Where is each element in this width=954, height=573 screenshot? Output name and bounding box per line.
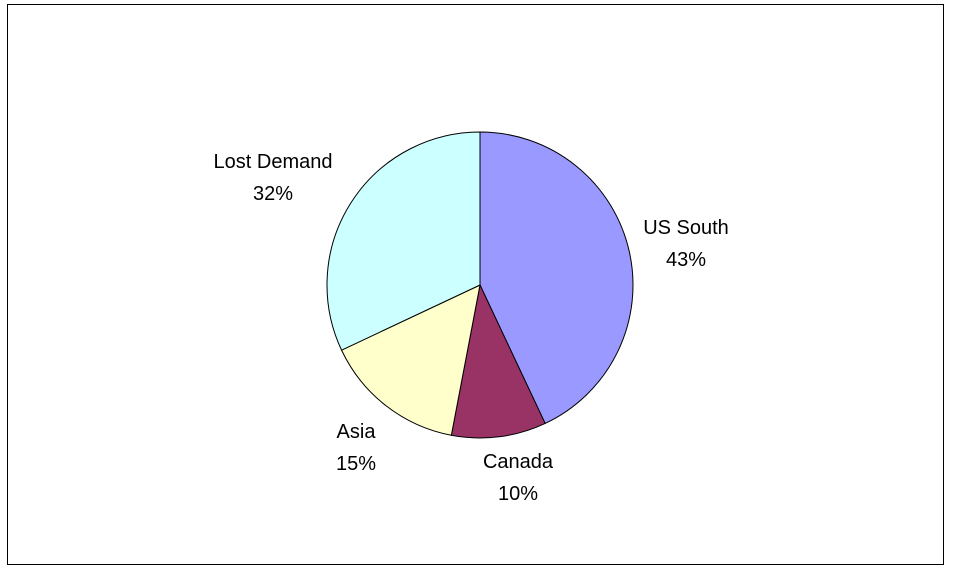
pie-slice-canada: [450, 283, 546, 439]
slice-percent-label: 32%: [253, 183, 293, 205]
pie-slice-lost-demand: [326, 131, 481, 351]
slice-percent-label: 15%: [336, 453, 376, 475]
pie-slices: [326, 131, 634, 439]
pie-slice-us-south: [479, 131, 634, 425]
slice-label: US South: [643, 217, 729, 239]
pie-slice-asia: [340, 284, 481, 436]
slice-label: Canada: [483, 451, 554, 473]
pie-labels: US South 43% Canada 10% Asia 15% Lost Demand 32…: [214, 151, 729, 505]
slice-percent-label: 10%: [498, 483, 538, 505]
slice-label: Lost Demand: [214, 151, 333, 173]
slice-label: Asia: [337, 421, 377, 443]
slice-percent-label: 43%: [666, 249, 706, 271]
